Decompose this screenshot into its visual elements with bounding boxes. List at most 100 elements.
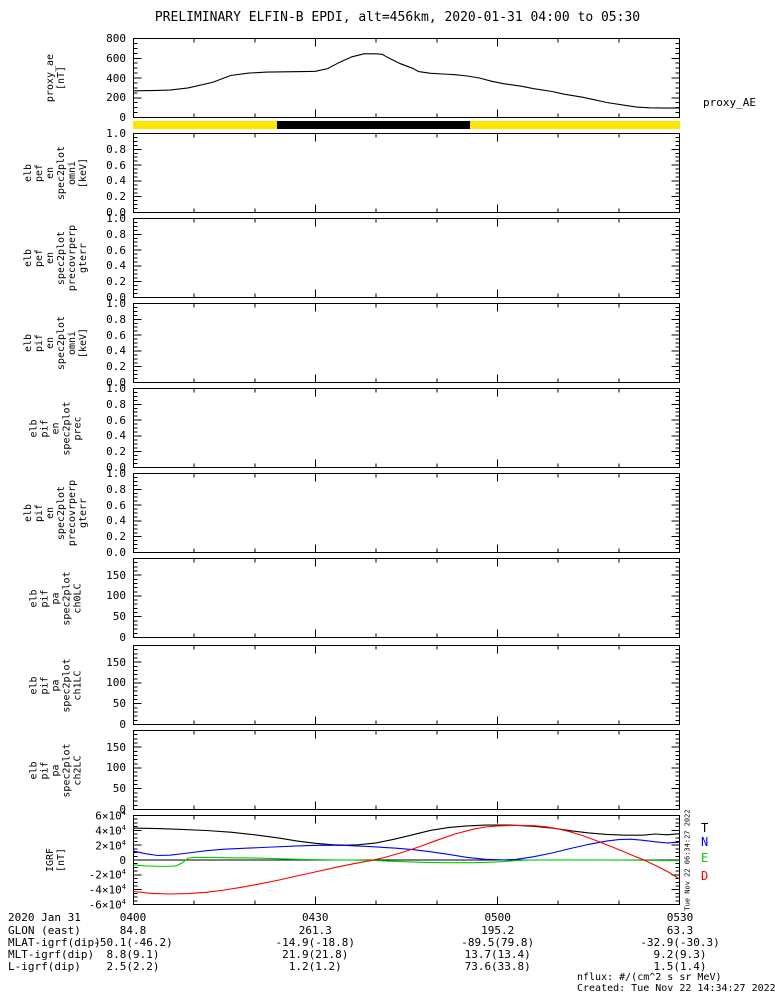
table-cell: 21.9(21.8): [282, 948, 349, 961]
y-tick-label: 0.8: [106, 312, 126, 326]
y-tick-label: 1.0: [106, 297, 126, 310]
footer-created: Created: Tue Nov 22 14:34:27 2022: [577, 983, 775, 994]
plot-title: PRELIMINARY ELFIN-B EPDI, alt=456km, 202…: [154, 10, 641, 25]
panel-elb_pif_pa_spec2plot_ch1LC: [133, 645, 680, 725]
y-tick-label: 0.6: [106, 158, 126, 172]
panel-plot-svg: [133, 133, 680, 213]
y-tick-label: 0: [119, 803, 126, 816]
panel-plot-svg: [133, 645, 680, 725]
y-tick-label: 0: [119, 853, 126, 867]
status-bar-segment: [133, 121, 277, 129]
y-tick-label: 0.4: [106, 174, 126, 188]
status-bar-segment: [469, 121, 680, 129]
panel-elb_pef_en_spec2plot_precovrperp_gterr: [133, 218, 680, 298]
table-cell: -32.9(-30.3): [640, 936, 720, 949]
y-tick-label: -4×104: [88, 883, 126, 897]
y-tick-label: 0.0: [106, 291, 126, 304]
proxy-ae-right-label: proxy_AE: [703, 96, 756, 109]
panel-plot-svg: [133, 730, 680, 810]
legend-entry-T: T: [701, 821, 709, 835]
y-tick-label: 0.6: [106, 243, 126, 257]
y-tick-label: 0.8: [106, 142, 126, 156]
y-tick-label: 0.2: [106, 190, 126, 204]
y-tick-label: 0: [119, 718, 126, 731]
y-tick-label: 0.6: [106, 413, 126, 427]
y-tick-label: 0.2: [106, 275, 126, 289]
y-tick-label: 0: [119, 631, 126, 644]
row-label-glon: GLON (east): [8, 924, 81, 937]
y-tick-label: 1.0: [106, 382, 126, 395]
y-tick-label: 0.0: [106, 461, 126, 474]
panel-elb_pef_en_spec2plot_omni: [133, 133, 680, 213]
x-tick-label: 0430: [302, 911, 329, 924]
table-cell: 84.8: [119, 924, 147, 937]
y-tick-label: 0.4: [106, 259, 126, 273]
panel-igrf: [133, 815, 680, 905]
legend-entry-E: E: [701, 851, 709, 865]
panel-elb_pif_en_spec2plot_precovrperp_gterr: [133, 473, 680, 553]
panel-plot-svg: [133, 388, 680, 468]
table-cell: -14.9(-18.8): [275, 936, 356, 949]
panel-plot-svg: [133, 815, 680, 905]
y-tick-label: 0.4: [106, 429, 126, 443]
y-tick-label: 400: [106, 71, 126, 85]
y-tick-label: 50: [112, 782, 126, 796]
table-cell: 1.2(1.2): [288, 960, 342, 973]
y-tick-label: 2×104: [95, 838, 126, 853]
y-tick-label: 0.2: [106, 530, 126, 544]
y-tick-label: 50: [112, 697, 126, 711]
y-tick-label: 0.8: [106, 397, 126, 411]
y-tick-label: 100: [106, 761, 126, 775]
y-tick-label: 6×104: [95, 809, 126, 823]
panel-plot-svg: [133, 303, 680, 383]
y-tick-label: 100: [106, 676, 126, 690]
y-tick-label: 0.4: [106, 514, 126, 528]
series-N: [133, 838, 680, 861]
table-cell: 9.2(9.3): [653, 948, 707, 961]
status-bar: [133, 121, 680, 129]
table-cell: 2.5(2.2): [106, 960, 160, 973]
y-tick-label: 0.6: [106, 328, 126, 342]
y-tick-label: 0.8: [106, 227, 126, 241]
y-tick-label: 150: [106, 568, 126, 582]
date-label: 2020 Jan 31: [8, 911, 81, 924]
y-tick-label: -6×104: [88, 898, 126, 912]
y-tick-label: 800: [106, 32, 126, 45]
series-E: [133, 856, 680, 868]
y-tick-label: 150: [106, 655, 126, 669]
y-tick-label: 1.0: [106, 467, 126, 480]
row-label-mlat: MLAT-igrf(dip): [8, 936, 101, 949]
y-tick-label: 0.2: [106, 360, 126, 374]
panel-elb_pif_en_spec2plot_omni: [133, 303, 680, 383]
side-timestamp-container: Tue Nov 22 06:34:27 2022: [682, 809, 694, 910]
panel-plot-svg: [133, 473, 680, 553]
series-proxy_AE: [133, 53, 680, 109]
y-tick-label: 0.0: [106, 376, 126, 389]
y-tick-label: 0.0: [106, 546, 126, 559]
x-tick-label: 0530: [666, 911, 694, 924]
y-tick-label: 1.0: [106, 212, 126, 225]
y-tick-label: 0.8: [106, 482, 126, 496]
table-cell: 13.7(13.4): [464, 948, 531, 961]
y-tick-label: 150: [106, 740, 126, 754]
series-T: [133, 824, 680, 846]
panel-elb_pif_pa_spec2plot_ch2LC: [133, 730, 680, 810]
y-tick-label: 100: [106, 589, 126, 603]
footer-units: nflux: #/(cm^2 s sr MeV): [577, 972, 722, 983]
row-label-mlt: MLT-igrf(dip): [8, 948, 95, 961]
y-tick-label: 50: [112, 610, 126, 624]
y-tick-label: 0.6: [106, 498, 126, 512]
x-tick-label: 0500: [484, 911, 511, 924]
y-tick-label: 0.4: [106, 344, 126, 358]
y-tick-label: 1.0: [106, 127, 126, 140]
y-tick-label: 0.2: [106, 445, 126, 459]
panel-elb_pif_en_spec2plot_prec: [133, 388, 680, 468]
y-tick-label: 200: [106, 91, 126, 105]
table-cell: -89.5(79.8): [461, 936, 535, 949]
panel-proxy_ae: [133, 38, 680, 118]
side-timestamp: Tue Nov 22 06:34:27 2022: [684, 809, 692, 911]
table-cell: 1.5(1.4): [653, 960, 707, 973]
table-cell: 63.3: [666, 924, 694, 937]
y-tick-label: 600: [106, 51, 126, 65]
